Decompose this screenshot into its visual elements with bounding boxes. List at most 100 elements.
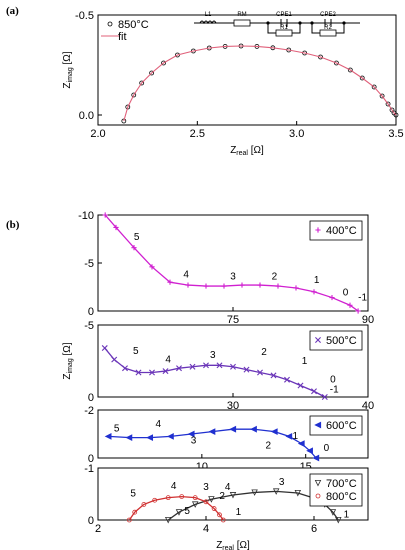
frequency-label: 5 — [134, 232, 140, 243]
data-point — [166, 432, 174, 440]
x-axis-label: Zreal [Ω] — [216, 540, 250, 550]
data-point — [270, 372, 277, 379]
y-tick-label: -5 — [84, 258, 94, 270]
legend-label: 500°C — [326, 335, 357, 347]
frequency-label: 1 — [344, 509, 350, 520]
x-tick-label: 2.5 — [190, 128, 205, 140]
circuit-label: R1 — [280, 25, 288, 31]
data-point — [385, 101, 391, 107]
data-point — [229, 425, 237, 433]
data-point — [243, 366, 250, 373]
y-tick-label: 0 — [88, 306, 94, 318]
data-point — [311, 388, 317, 395]
data-point — [165, 495, 171, 501]
x-tick-label: 2 — [95, 523, 101, 535]
y-tick-label: -0.5 — [75, 10, 94, 22]
series-line — [104, 347, 326, 398]
panel-label: (a) — [6, 5, 19, 17]
circuit-label: L1 — [205, 12, 212, 18]
frequency-label: -1 — [358, 292, 367, 303]
data-point — [239, 282, 245, 288]
data-point — [179, 494, 185, 500]
frequency-label: 2 — [266, 440, 272, 451]
cpe-icon — [324, 19, 332, 27]
data-point — [335, 517, 342, 524]
data-point — [220, 517, 226, 523]
data-point — [208, 496, 215, 503]
data-point — [355, 308, 361, 314]
data-point — [149, 264, 155, 270]
series-line — [128, 495, 224, 521]
data-point — [141, 501, 147, 507]
data-point — [111, 356, 118, 363]
frequency-label: 3 — [279, 477, 285, 488]
data-point — [125, 434, 133, 442]
legend-marker — [315, 337, 321, 343]
y-tick-label: 0 — [88, 515, 94, 527]
cpe-icon — [280, 19, 288, 27]
equivalent-circuit: L1 RM CPE1 R1 CPE2 R2 — [194, 12, 360, 37]
data-point — [347, 67, 353, 73]
y-tick-label: -1 — [84, 463, 94, 475]
data-point — [102, 212, 108, 218]
frequency-label: 4 — [165, 354, 171, 365]
y-tick-label: 0 — [88, 392, 94, 404]
data-point — [135, 369, 142, 376]
data-point — [203, 362, 209, 369]
frequency-label: 2 — [272, 271, 278, 282]
x-tick-label: 75 — [227, 314, 239, 326]
data-point — [311, 289, 317, 295]
circuit-label: R2 — [324, 25, 332, 31]
chart-panel-2: (b) 75 90 -10 -5 0 5 4 3 2 1 0 -1 400°C — [6, 210, 374, 326]
legend-marker — [314, 480, 322, 487]
data-point — [257, 369, 263, 376]
data-point — [161, 60, 166, 66]
frequency-label: 4 — [183, 269, 189, 280]
frequency-label: 5 — [133, 346, 139, 357]
y-tick-label: 0 — [88, 453, 94, 465]
legend-box — [309, 415, 363, 436]
plot-frame — [97, 14, 397, 126]
frequency-label: 5 — [114, 424, 120, 435]
frequency-label: 4 — [225, 482, 231, 493]
frequency-label: 1 — [314, 275, 320, 286]
data-point — [221, 283, 227, 289]
resistor-icon — [319, 29, 337, 37]
data-point — [187, 430, 195, 438]
legend-label: 700°C — [326, 478, 357, 490]
data-point — [371, 84, 377, 90]
legend-box — [309, 473, 363, 507]
y-tick-label: 0.0 — [79, 110, 94, 122]
data-point — [176, 365, 182, 372]
data-point — [216, 362, 223, 369]
x-axis-label: Zreal [Ω] — [230, 145, 264, 157]
data-point — [203, 283, 209, 289]
frequency-label: -1 — [330, 385, 339, 396]
frequency-label: 5 — [184, 506, 190, 517]
inductor-icon — [199, 20, 217, 25]
y-axis-label: Zimag [Ω] — [62, 51, 74, 88]
circuit-label: RM — [237, 12, 246, 18]
legend-box — [309, 330, 363, 351]
frequency-label: 0 — [343, 288, 349, 299]
data-point — [175, 509, 183, 516]
data-point — [217, 512, 222, 518]
series-line — [104, 214, 359, 312]
x-tick-label: 30 — [227, 400, 239, 412]
data-point — [359, 75, 365, 81]
data-point — [312, 454, 320, 462]
data-point — [104, 432, 112, 440]
data-point — [270, 428, 278, 436]
data-point — [208, 428, 216, 436]
legend-marker — [315, 493, 321, 499]
data-point — [250, 425, 257, 433]
legend-marker — [314, 421, 322, 429]
x-tick-label: 6 — [311, 523, 317, 535]
data-point — [294, 489, 302, 497]
data-point — [297, 440, 305, 448]
frequency-label: 3 — [191, 436, 197, 447]
frequency-label: 1 — [302, 356, 308, 367]
